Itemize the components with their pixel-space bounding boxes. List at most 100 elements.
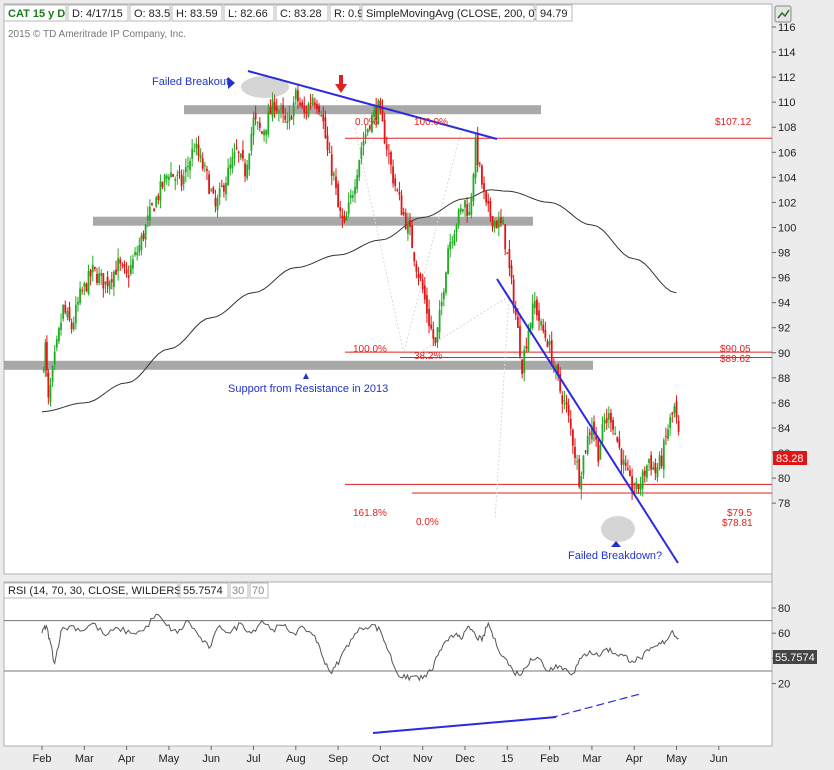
- candle-body: [514, 307, 517, 315]
- current-price-label: 83.28: [776, 453, 804, 465]
- candle-body: [316, 103, 318, 110]
- candle-body: [481, 165, 483, 185]
- candle-body: [616, 436, 619, 442]
- price-header: CAT 15 y D D: 4/17/15 O: 83.5 H: 83.59 L…: [3, 4, 573, 40]
- candle-body: [178, 171, 181, 174]
- rsi-label-box[interactable]: [3, 582, 179, 599]
- support-band-layer: [4, 105, 593, 370]
- candle-body: [89, 270, 92, 277]
- candle-body: [654, 462, 657, 473]
- candle-body: [58, 328, 60, 341]
- symbol-label[interactable]: CAT 15 y D: [8, 8, 65, 20]
- candle-body: [134, 251, 136, 255]
- candle-body: [635, 482, 638, 490]
- candle-body: [500, 217, 502, 223]
- time-axis-tick-label: 15: [501, 753, 513, 765]
- candle-body: [544, 330, 547, 338]
- candle-body: [273, 102, 276, 111]
- candle-body: [301, 102, 304, 107]
- sma-line: [41, 189, 677, 413]
- candle-body: [468, 211, 471, 216]
- candle-body: [277, 111, 280, 113]
- symbol-box[interactable]: [3, 4, 67, 22]
- price-axis-tick-label: 106: [778, 147, 796, 159]
- candle-body: [466, 204, 469, 216]
- failed-breakdown-highlight: [601, 516, 635, 542]
- low-readout: L: 82.66: [228, 8, 268, 20]
- study-label[interactable]: SimpleMovingAvg (CLOSE, 200, 0): [366, 8, 538, 20]
- candle-body: [345, 215, 348, 221]
- candle-body: [402, 212, 405, 215]
- range-readout: R: 0.93: [334, 8, 369, 20]
- candle-body: [536, 299, 538, 316]
- candle-body: [578, 458, 581, 487]
- candle-body: [510, 265, 513, 279]
- candle-body: [461, 209, 464, 212]
- candle-body: [633, 490, 636, 492]
- candle-body: [624, 462, 627, 466]
- candle-body: [406, 221, 409, 234]
- chart-settings-icon[interactable]: [774, 5, 792, 23]
- level-9005-label: $90.05: [720, 344, 751, 355]
- candle-body: [610, 412, 612, 423]
- high-readout: H: 83.59: [176, 8, 218, 20]
- candle-body: [263, 130, 265, 136]
- candle-body: [618, 439, 621, 448]
- candle-body: [400, 195, 403, 216]
- level-7881-label: $78.81: [722, 518, 753, 529]
- candle-body: [665, 436, 667, 438]
- candle-body: [645, 465, 648, 478]
- candle-body: [599, 445, 602, 460]
- candle-body: [292, 102, 295, 117]
- candle-body: [62, 304, 65, 319]
- candle-body: [555, 365, 557, 371]
- candle-body: [411, 225, 414, 249]
- candle-body: [626, 468, 629, 470]
- candle-body: [648, 459, 650, 463]
- candle-body: [328, 152, 331, 154]
- candle-body: [81, 290, 84, 292]
- candle-body: [159, 181, 162, 201]
- candle-body: [447, 248, 449, 275]
- candle-body: [396, 189, 399, 191]
- candle-body: [593, 421, 595, 435]
- candle-body: [366, 128, 369, 133]
- candle-body: [519, 326, 521, 357]
- candle-body: [216, 198, 219, 211]
- candle-body: [523, 349, 526, 373]
- candle-body: [538, 310, 540, 321]
- candle-body: [474, 137, 477, 178]
- fib-guide-line: [494, 295, 510, 521]
- price-axis-tick-label: 92: [778, 323, 790, 335]
- candle-body: [91, 264, 94, 273]
- candle-body: [286, 120, 289, 124]
- candle-body: [390, 151, 392, 165]
- top-red-arrow-icon: [335, 75, 347, 93]
- candle-body: [392, 166, 394, 184]
- time-axis-tick-label: Aug: [286, 753, 306, 765]
- candle-body: [110, 278, 113, 283]
- time-axis-tick-label: May: [159, 753, 180, 765]
- candle-body: [548, 341, 551, 345]
- candle-body: [161, 182, 164, 188]
- candle-body: [637, 484, 640, 490]
- candle-body: [155, 197, 158, 207]
- candle-body: [309, 102, 312, 104]
- time-axis-tick-label: Oct: [372, 753, 389, 765]
- date-readout: D: 4/17/15: [72, 8, 123, 20]
- level-795-label: $79.5: [727, 508, 752, 519]
- level-8962-label: $89.62: [720, 354, 751, 365]
- candle-body: [677, 420, 680, 432]
- rsi-label[interactable]: RSI (14, 70, 30, CLOSE, WILDERS): [8, 585, 185, 597]
- candle-body: [47, 372, 50, 398]
- candle-body: [356, 175, 359, 189]
- candle-body: [478, 163, 481, 165]
- candle-body: [267, 111, 270, 135]
- candle-body: [233, 151, 236, 159]
- candle-body: [335, 176, 337, 189]
- candle-body: [607, 413, 610, 420]
- candle-body: [506, 252, 509, 254]
- price-axis-tick-label: 96: [778, 273, 790, 285]
- candle-body: [201, 158, 204, 169]
- candle-body: [51, 366, 54, 382]
